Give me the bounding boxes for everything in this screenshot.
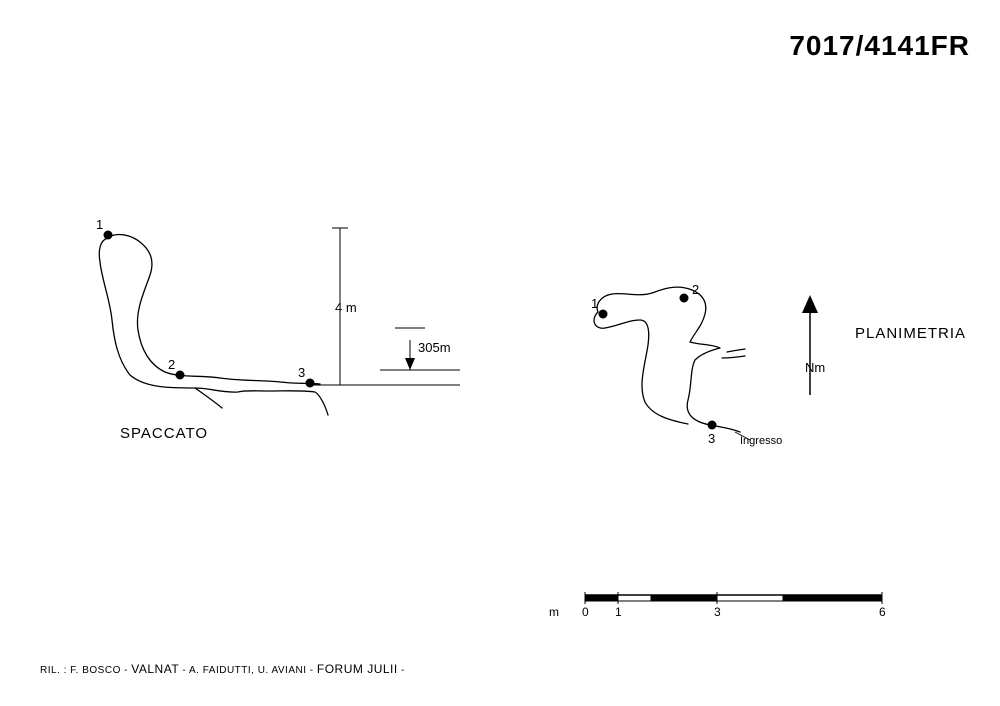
svg-text:1: 1 [591, 296, 598, 311]
svg-text:2: 2 [692, 282, 699, 297]
svg-text:3: 3 [298, 365, 305, 380]
svg-text:1: 1 [96, 217, 103, 232]
svg-text:3: 3 [708, 431, 715, 446]
svg-text:2: 2 [168, 357, 175, 372]
diagram-canvas: 1 2 3 1 2 3 [0, 0, 1000, 706]
